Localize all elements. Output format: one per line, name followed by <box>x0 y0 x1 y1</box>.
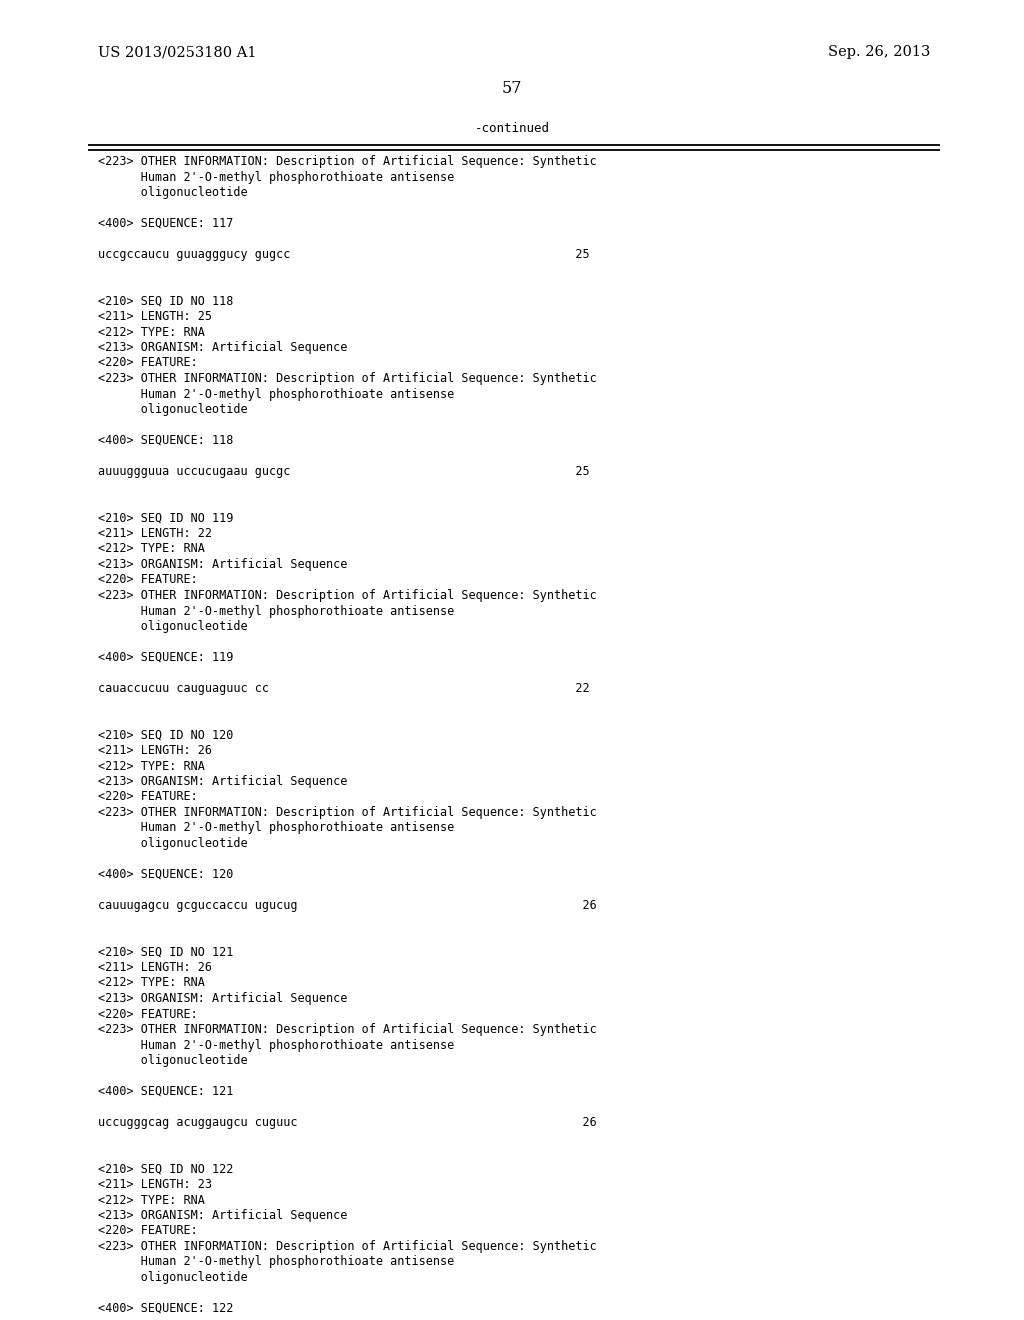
Text: <212> TYPE: RNA: <212> TYPE: RNA <box>98 759 205 772</box>
Text: <223> OTHER INFORMATION: Description of Artificial Sequence: Synthetic: <223> OTHER INFORMATION: Description of … <box>98 589 597 602</box>
Text: oligonucleotide: oligonucleotide <box>98 1053 248 1067</box>
Text: <400> SEQUENCE: 120: <400> SEQUENCE: 120 <box>98 869 233 880</box>
Text: Sep. 26, 2013: Sep. 26, 2013 <box>827 45 930 59</box>
Text: <400> SEQUENCE: 121: <400> SEQUENCE: 121 <box>98 1085 233 1098</box>
Text: <213> ORGANISM: Artificial Sequence: <213> ORGANISM: Artificial Sequence <box>98 341 347 354</box>
Text: -continued: -continued <box>474 121 550 135</box>
Text: <400> SEQUENCE: 118: <400> SEQUENCE: 118 <box>98 434 233 447</box>
Text: <211> LENGTH: 26: <211> LENGTH: 26 <box>98 961 212 974</box>
Text: 57: 57 <box>502 81 522 96</box>
Text: <223> OTHER INFORMATION: Description of Artificial Sequence: Synthetic: <223> OTHER INFORMATION: Description of … <box>98 1023 597 1036</box>
Text: <210> SEQ ID NO 119: <210> SEQ ID NO 119 <box>98 511 233 524</box>
Text: <400> SEQUENCE: 117: <400> SEQUENCE: 117 <box>98 216 233 230</box>
Text: <213> ORGANISM: Artificial Sequence: <213> ORGANISM: Artificial Sequence <box>98 1209 347 1222</box>
Text: <220> FEATURE:: <220> FEATURE: <box>98 356 198 370</box>
Text: cauaccucuu cauguaguuc cc                                           22: cauaccucuu cauguaguuc cc 22 <box>98 682 590 696</box>
Text: <212> TYPE: RNA: <212> TYPE: RNA <box>98 1193 205 1206</box>
Text: <212> TYPE: RNA: <212> TYPE: RNA <box>98 977 205 990</box>
Text: <220> FEATURE:: <220> FEATURE: <box>98 1007 198 1020</box>
Text: <212> TYPE: RNA: <212> TYPE: RNA <box>98 326 205 338</box>
Text: Human 2'-O-methyl phosphorothioate antisense: Human 2'-O-methyl phosphorothioate antis… <box>98 605 455 618</box>
Text: oligonucleotide: oligonucleotide <box>98 837 248 850</box>
Text: <223> OTHER INFORMATION: Description of Artificial Sequence: Synthetic: <223> OTHER INFORMATION: Description of … <box>98 372 597 385</box>
Text: <223> OTHER INFORMATION: Description of Artificial Sequence: Synthetic: <223> OTHER INFORMATION: Description of … <box>98 807 597 818</box>
Text: <211> LENGTH: 23: <211> LENGTH: 23 <box>98 1177 212 1191</box>
Text: cauuugagcu gcguccaccu ugucug                                        26: cauuugagcu gcguccaccu ugucug 26 <box>98 899 597 912</box>
Text: oligonucleotide: oligonucleotide <box>98 1271 248 1284</box>
Text: <210> SEQ ID NO 121: <210> SEQ ID NO 121 <box>98 945 233 958</box>
Text: <223> OTHER INFORMATION: Description of Artificial Sequence: Synthetic: <223> OTHER INFORMATION: Description of … <box>98 1239 597 1253</box>
Text: <211> LENGTH: 25: <211> LENGTH: 25 <box>98 310 212 323</box>
Text: <220> FEATURE:: <220> FEATURE: <box>98 573 198 586</box>
Text: <210> SEQ ID NO 118: <210> SEQ ID NO 118 <box>98 294 233 308</box>
Text: <400> SEQUENCE: 119: <400> SEQUENCE: 119 <box>98 651 233 664</box>
Text: <213> ORGANISM: Artificial Sequence: <213> ORGANISM: Artificial Sequence <box>98 558 347 572</box>
Text: <223> OTHER INFORMATION: Description of Artificial Sequence: Synthetic: <223> OTHER INFORMATION: Description of … <box>98 154 597 168</box>
Text: Human 2'-O-methyl phosphorothioate antisense: Human 2'-O-methyl phosphorothioate antis… <box>98 170 455 183</box>
Text: Human 2'-O-methyl phosphorothioate antisense: Human 2'-O-methyl phosphorothioate antis… <box>98 388 455 400</box>
Text: <400> SEQUENCE: 122: <400> SEQUENCE: 122 <box>98 1302 233 1315</box>
Text: <213> ORGANISM: Artificial Sequence: <213> ORGANISM: Artificial Sequence <box>98 993 347 1005</box>
Text: oligonucleotide: oligonucleotide <box>98 186 248 199</box>
Text: <211> LENGTH: 22: <211> LENGTH: 22 <box>98 527 212 540</box>
Text: oligonucleotide: oligonucleotide <box>98 403 248 416</box>
Text: uccgccaucu guuagggucу gugcc                                        25: uccgccaucu guuagggucу gugcc 25 <box>98 248 590 261</box>
Text: <220> FEATURE:: <220> FEATURE: <box>98 791 198 804</box>
Text: <212> TYPE: RNA: <212> TYPE: RNA <box>98 543 205 556</box>
Text: <220> FEATURE:: <220> FEATURE: <box>98 1225 198 1238</box>
Text: US 2013/0253180 A1: US 2013/0253180 A1 <box>98 45 256 59</box>
Text: <211> LENGTH: 26: <211> LENGTH: 26 <box>98 744 212 756</box>
Text: oligonucleotide: oligonucleotide <box>98 620 248 634</box>
Text: Human 2'-O-methyl phosphorothioate antisense: Human 2'-O-methyl phosphorothioate antis… <box>98 1039 455 1052</box>
Text: Human 2'-O-methyl phosphorothioate antisense: Human 2'-O-methyl phosphorothioate antis… <box>98 821 455 834</box>
Text: <210> SEQ ID NO 122: <210> SEQ ID NO 122 <box>98 1163 233 1176</box>
Text: uccugggcag acuggaugcu cuguuc                                        26: uccugggcag acuggaugcu cuguuc 26 <box>98 1115 597 1129</box>
Text: Human 2'-O-methyl phosphorothioate antisense: Human 2'-O-methyl phosphorothioate antis… <box>98 1255 455 1269</box>
Text: <210> SEQ ID NO 120: <210> SEQ ID NO 120 <box>98 729 233 742</box>
Text: auuuggguua uccucugaau gucgc                                        25: auuuggguua uccucugaau gucgc 25 <box>98 465 590 478</box>
Text: <213> ORGANISM: Artificial Sequence: <213> ORGANISM: Artificial Sequence <box>98 775 347 788</box>
